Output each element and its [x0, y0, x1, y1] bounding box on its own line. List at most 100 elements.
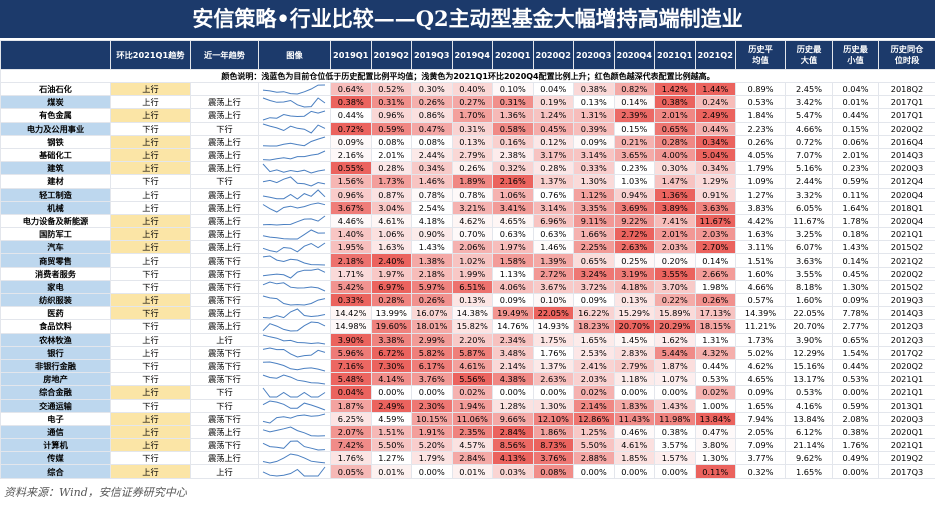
cell: 下行 — [110, 306, 191, 321]
cell: 17.13% — [694, 306, 736, 321]
cell: 5.44% — [654, 345, 696, 360]
cell: 2021Q1 — [878, 385, 935, 400]
cell: 0.00% — [832, 385, 879, 400]
cell: 0.33% — [330, 292, 372, 308]
cell: 14.98% — [330, 319, 372, 334]
cell: 2019Q2 — [878, 451, 935, 466]
cell: 2018Q1 — [878, 200, 935, 215]
cell: 22.05% — [532, 306, 574, 321]
cell: 3.48% — [492, 345, 534, 360]
cell: 0.08% — [370, 134, 412, 149]
cell: 2.16% — [492, 174, 534, 189]
cell: 上行 — [110, 147, 191, 163]
cell: 0.87% — [370, 187, 412, 202]
industry: 纺织服装 — [0, 292, 111, 308]
cell: 0.00% — [832, 464, 879, 479]
sparkline — [262, 216, 326, 226]
table-row: 有色金属 上行 震荡上行 0.44% 0.96% 0.86% 1.70% 1.36% 1.24%… — [0, 108, 935, 123]
cell: 4.13% — [492, 451, 534, 466]
cell: 1.43% — [654, 398, 696, 413]
cell: 2.14% — [573, 398, 615, 413]
cell: 1.95% — [330, 240, 372, 255]
cell: 0.00% — [411, 464, 453, 479]
industry: 传媒 — [0, 451, 111, 466]
cell: 1.79% — [411, 451, 453, 466]
sparkline — [262, 334, 326, 345]
header-cell: 图像 — [258, 40, 331, 70]
cell: 4.05% — [735, 147, 786, 163]
cell: 5.82% — [411, 345, 453, 360]
cell: 4.61% — [451, 358, 493, 374]
cell: 0.01% — [832, 95, 879, 110]
sparkline-path — [262, 268, 326, 279]
industry: 食品饮料 — [0, 319, 111, 334]
table-row: 农林牧渔 上行 上行 3.90% 3.38% 2.99% 2.20% 2.34% 1.75% 1.… — [0, 332, 935, 347]
cell: 2014Q3 — [878, 147, 935, 163]
cell: 2.38% — [492, 147, 534, 163]
cell: 0.30% — [654, 161, 696, 176]
cell: 6.17% — [411, 358, 453, 374]
cell: 9.22% — [613, 213, 655, 229]
cell: 2.88% — [573, 451, 615, 466]
cell: 0.21% — [613, 134, 655, 149]
industry: 银行 — [0, 345, 111, 360]
sparkline — [262, 136, 326, 147]
sparkline-cell — [258, 345, 331, 360]
industry: 煤炭 — [0, 95, 111, 110]
cell: 4.18% — [411, 213, 453, 229]
sparkline-cell — [258, 134, 331, 149]
cell: 震荡上行 — [190, 134, 259, 149]
cell: 0.06% — [832, 134, 879, 149]
cell: 2.70% — [694, 240, 736, 255]
sparkline-cell — [258, 398, 331, 413]
cell: 2.06% — [451, 240, 493, 255]
cell: 4.38% — [492, 372, 534, 387]
cell: 0.59% — [832, 174, 879, 189]
cell: 20.70% — [785, 319, 833, 334]
sparkline — [262, 242, 326, 253]
cell: 3.89% — [654, 200, 696, 215]
header-cell: 2019Q3 — [411, 40, 453, 70]
cell: 1.87% — [330, 398, 372, 413]
cell: 0.09% — [330, 134, 372, 149]
cell: 2020Q2 — [878, 266, 935, 281]
cell: 1.87% — [654, 358, 696, 374]
sparkline — [262, 281, 326, 292]
cell: 0.13% — [573, 95, 615, 110]
cell: 0.09% — [832, 292, 879, 308]
table-row: 电力及公用事业 下行 下行 0.72% 0.59% 0.47% 0.31% 0.58% 0.45… — [0, 121, 935, 136]
sparkline-cell — [258, 108, 331, 123]
cell: 0.64% — [330, 81, 372, 97]
cell: 0.44% — [832, 358, 879, 374]
cell: 2.66% — [694, 266, 736, 281]
cell: 0.91% — [694, 187, 736, 202]
cell: 5.04% — [694, 147, 736, 163]
cell: 2.84% — [492, 424, 534, 440]
note: 颜色说明：浅蓝色为目前仓位低于历史配置比例平均值；浅黄色为2021Q1环比202… — [0, 69, 935, 83]
sparkline — [262, 413, 326, 424]
cell: 0.05% — [330, 464, 372, 479]
cell: 14.76% — [492, 319, 534, 334]
cell: 0.26% — [694, 292, 736, 308]
table-row: 机械 上行 震荡上行 3.67% 3.04% 2.54% 3.21% 3.41% 3.14% 3.… — [0, 200, 935, 215]
cell: 4.62% — [451, 213, 493, 229]
cell: 2.72% — [613, 227, 655, 242]
cell: 3.55% — [654, 266, 696, 281]
cell: 18.01% — [411, 319, 453, 334]
cell: 2.44% — [411, 147, 453, 163]
cell: 2.01% — [832, 147, 879, 163]
cell: 0.16% — [492, 134, 534, 149]
sparkline-cell — [258, 385, 331, 400]
cell: 下行 — [110, 174, 191, 189]
cell: 震荡下行 — [190, 345, 259, 360]
cell: 14.39% — [735, 306, 786, 321]
cell: 2.30% — [411, 398, 453, 413]
cell: 0.46% — [613, 424, 655, 440]
cell: 2.23% — [735, 121, 786, 136]
cell: 1.54% — [832, 345, 879, 360]
cell: 下行 — [110, 358, 191, 374]
cell: 0.65% — [654, 121, 696, 136]
header-cell: 历史最 大值 — [785, 40, 833, 70]
cell: 5.56% — [451, 372, 493, 387]
table-row: 综合金融 上行 下行 0.04% 0.00% 0.00% 0.02% 0.00% 0.00% 0.… — [0, 385, 935, 400]
